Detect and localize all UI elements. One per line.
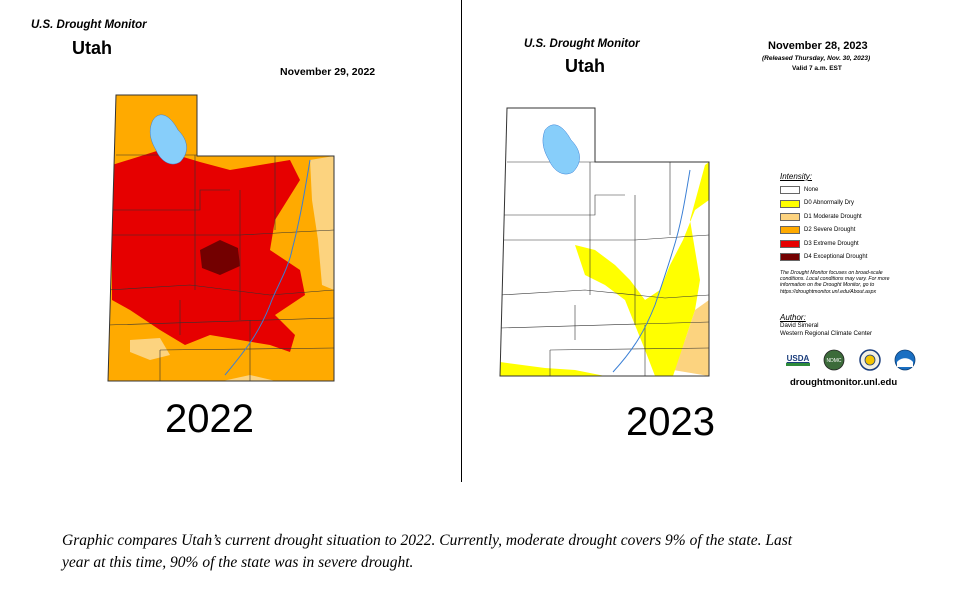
release-note: (Released Thursday, Nov. 30, 2023) — [762, 55, 871, 62]
right-state-title: Utah — [565, 56, 605, 76]
legend-label: D0 Abnormally Dry — [804, 200, 855, 207]
utah-2022-map — [107, 94, 335, 382]
caption-line: Graphic compares Utah’s current drought … — [62, 532, 793, 549]
county-lines — [500, 111, 709, 376]
svg-text:NDMC: NDMC — [827, 358, 842, 364]
legend-label: D2 Severe Drought — [804, 227, 856, 234]
left-state-title: Utah — [72, 38, 112, 58]
legend-swatch — [780, 226, 800, 235]
legend-swatch — [780, 199, 800, 208]
valid-note: Valid 7 a.m. EST — [792, 65, 842, 72]
legend-swatch — [780, 239, 800, 248]
intensity-legend: Intensity: None D0 Abnormally Dry D1 Moder… — [780, 171, 867, 264]
author-block: Author: David Simeral Western Regional C… — [780, 313, 872, 338]
author-heading: Author: — [780, 313, 806, 322]
author-org: Western Regional Climate Center — [780, 330, 873, 337]
right-map-date: November 28, 2023 — [768, 40, 868, 52]
utah-2023-map — [499, 107, 710, 377]
noaa-logo — [894, 349, 916, 371]
doc-seal-logo — [858, 349, 881, 371]
agency-logos: USDA NDMC — [786, 348, 916, 372]
legend-swatch — [780, 186, 800, 195]
year-label-2023: 2023 — [626, 400, 715, 444]
note-line: https://droughtmonitor.unl.edu/About.asp… — [780, 288, 877, 295]
right-monitor-header: U.S. Drought Monitor — [524, 38, 640, 50]
legend-label: D3 Extreme Drought — [804, 240, 859, 247]
state-outline — [107, 94, 335, 382]
legend-item: D4 Exceptional Drought — [780, 250, 867, 263]
legend-item: D3 Extreme Drought — [780, 237, 867, 250]
legend-item: None — [780, 184, 867, 197]
note-line: information on the Drought Monitor, go t… — [780, 282, 875, 289]
river-line — [612, 169, 691, 373]
legend-label: D1 Moderate Drought — [804, 213, 862, 220]
legend-note: The Drought Monitor focuses on broad-sca… — [780, 270, 920, 295]
legend-swatch — [780, 212, 800, 221]
author-name: David Simeral — [780, 322, 819, 329]
year-label-2022: 2022 — [165, 397, 254, 441]
usda-logo-text: USDA — [786, 354, 810, 363]
figure-caption: Graphic compares Utah’s current drought … — [62, 530, 942, 574]
d0-south-strip — [500, 362, 605, 376]
legend-label: None — [804, 186, 819, 193]
droughtmonitor-url[interactable]: droughtmonitor.unl.edu — [790, 377, 898, 388]
d0-abnormally-dry-region — [575, 162, 709, 376]
usda-logo: USDA — [786, 354, 810, 366]
legend-item: D1 Moderate Drought — [780, 210, 867, 223]
state-outline — [499, 107, 710, 377]
left-map-date: November 29, 2022 — [280, 66, 376, 78]
left-monitor-header: U.S. Drought Monitor — [31, 19, 147, 31]
river-line — [224, 159, 311, 376]
panel-divider — [461, 0, 462, 482]
note-line: The Drought Monitor focuses on broad-sca… — [780, 270, 883, 276]
caption-line: year at this time, 90% of the state was … — [62, 554, 414, 571]
d1-south-patch — [218, 375, 280, 381]
great-salt-lake — [149, 114, 187, 165]
ndmc-logo: NDMC — [823, 349, 845, 371]
legend-item: D0 Abnormally Dry — [780, 197, 867, 210]
d4-exceptional-region — [200, 240, 240, 275]
great-salt-lake — [542, 124, 580, 175]
legend-title: Intensity: — [780, 172, 813, 181]
note-line: conditions. Local conditions may vary. F… — [780, 276, 890, 283]
legend-label: D4 Exceptional Drought — [804, 253, 868, 260]
d1-east-region — [310, 156, 334, 290]
legend-swatch — [780, 253, 800, 262]
legend-item: D2 Severe Drought — [780, 224, 867, 237]
